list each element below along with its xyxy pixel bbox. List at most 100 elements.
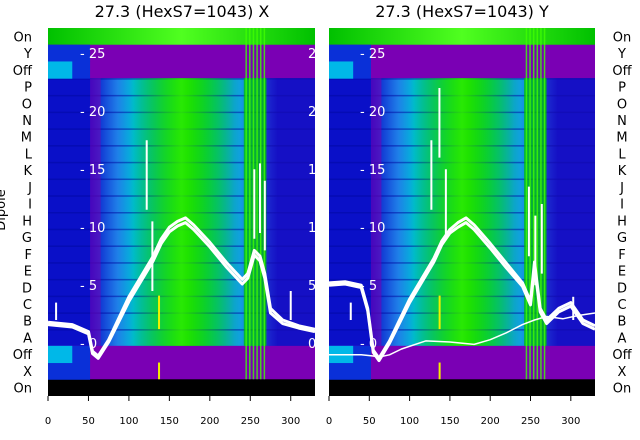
heatmap-stripe [532, 28, 535, 380]
row-label-g: G [22, 231, 32, 246]
heatmap-core [409, 78, 515, 346]
heatmap-stripe [256, 28, 258, 380]
row-label-k: K [23, 164, 32, 179]
heatmap-purple-col [370, 78, 382, 346]
x-tick-label: 50 [363, 416, 376, 427]
overlay-tick-label: - 0 [80, 337, 97, 352]
x-tick-label: 250 [521, 416, 540, 427]
row-label-k: K [618, 164, 627, 179]
row-label-x: X [618, 365, 627, 380]
heatmap-row-x [48, 362, 315, 380]
x-tick-label: 300 [281, 416, 300, 427]
row-label-i: I [620, 198, 624, 213]
row-label-n: N [617, 114, 627, 129]
overlay-tick-label: - 20 [360, 105, 385, 120]
row-label-p: P [618, 81, 626, 96]
heatmap-row-y [329, 44, 595, 62]
heatmap-row-on [48, 28, 315, 46]
row-label-g: G [617, 231, 627, 246]
x-tick-label: 200 [481, 416, 500, 427]
row-label-m: M [21, 131, 32, 146]
overlay-tick-label: - 25 [360, 47, 385, 62]
heatmap-stripe [540, 28, 542, 380]
heatmap-row-off [329, 345, 595, 364]
heatmap-row-edge-blue [329, 44, 371, 62]
x-tick-label: 0 [326, 416, 332, 427]
row-label-f: F [618, 248, 625, 263]
overlay-tick-label-right: 10 [308, 221, 325, 236]
row-label-on: On [613, 382, 631, 397]
heatmap-row-on [48, 379, 315, 396]
x-tick-label: 300 [561, 416, 580, 427]
heatmap-stripe [536, 28, 539, 380]
row-label-b: B [618, 315, 627, 330]
heatmap-row-off [329, 61, 595, 79]
row-label-n: N [22, 114, 32, 129]
overlay-trace [329, 221, 595, 363]
y-axis-label: Dipole [0, 189, 9, 230]
heatmap-stripe [249, 28, 251, 380]
row-label-f: F [25, 248, 32, 263]
panel-y-title: 27.3 (HexS7=1043) Y [375, 2, 549, 21]
x-tick-label: 250 [241, 416, 260, 427]
overlay-tick-label-right: 25 [308, 47, 325, 62]
heatmap-cyan-patch [48, 61, 73, 79]
row-label-i: I [28, 198, 32, 213]
heatmap-row-y [48, 44, 315, 62]
overlay-tick-label-right: 15 [308, 163, 325, 178]
overlay-tick-label: - 15 [360, 163, 385, 178]
row-label-off: Off [612, 348, 632, 363]
heatmap-core [128, 78, 235, 346]
overlay-tick-label: - 25 [80, 47, 105, 62]
row-label-off: Off [13, 64, 33, 79]
row-label-off: Off [612, 64, 632, 79]
panel-y: 27.3 (HexS7=1043) Y - 0- 5- 10- 15- 20- … [326, 2, 633, 427]
overlay-y: - 0 - 5 - 10 - 15 - 20 - 25 [329, 47, 595, 363]
heatmap-stripe [525, 28, 528, 380]
heatmap-yellow-line [438, 362, 441, 380]
heatmap-row-off [48, 61, 315, 79]
overlay-trace [329, 312, 595, 358]
row-label-l: L [25, 147, 33, 162]
heatmap-row-on [329, 28, 595, 46]
x-tick-label: 150 [160, 416, 179, 427]
overlay-tick-label-right: 20 [308, 105, 325, 120]
heatmap-yellow-line [158, 362, 161, 380]
row-label-j: J [619, 181, 624, 196]
heatmap-row-edge-blue [48, 44, 91, 62]
overlay-tick-label: - 0 [360, 337, 377, 352]
x-tick-label: 100 [400, 416, 419, 427]
row-label-j: J [27, 181, 32, 196]
row-label-e: E [24, 265, 32, 280]
heatmap-purple-col [90, 78, 101, 346]
row-label-a: A [618, 331, 627, 346]
overlay-tick-label: - 15 [80, 163, 105, 178]
row-label-c: C [617, 298, 626, 313]
overlay-tick-label: - 10 [360, 221, 385, 236]
row-label-y: Y [23, 47, 32, 62]
overlay-tick-label: - 20 [80, 105, 105, 120]
overlay-trace [48, 221, 315, 360]
heatmap-row-edge-blue [329, 362, 371, 380]
row-label-on: On [613, 30, 631, 45]
panel-x-title: 27.3 (HexS7=1043) X [95, 2, 270, 21]
row-label-b: B [23, 315, 32, 330]
row-label-p: P [24, 81, 32, 96]
overlay-tick-label: - 10 [80, 221, 105, 236]
heatmap-yellow-line [438, 295, 441, 330]
x-tick-label: 100 [119, 416, 138, 427]
x-tick-label: 150 [440, 416, 459, 427]
heatmap-x [48, 28, 315, 396]
panel-x: 27.3 (HexS7=1043) X Dipole - 0 0 - 5 5 - 10 1… [0, 2, 325, 427]
row-label-y: Y [617, 47, 626, 62]
heatmap-row-off [48, 345, 315, 364]
overlay-tick-label: - 5 [360, 279, 377, 294]
heatmap-cyan-patch [329, 61, 354, 79]
heatmap-stripe [245, 28, 247, 380]
x-ticks-x: 0 50 100 150 200 250 300 [45, 396, 300, 427]
row-label-on: On [14, 30, 32, 45]
x-tick-label: 200 [200, 416, 219, 427]
